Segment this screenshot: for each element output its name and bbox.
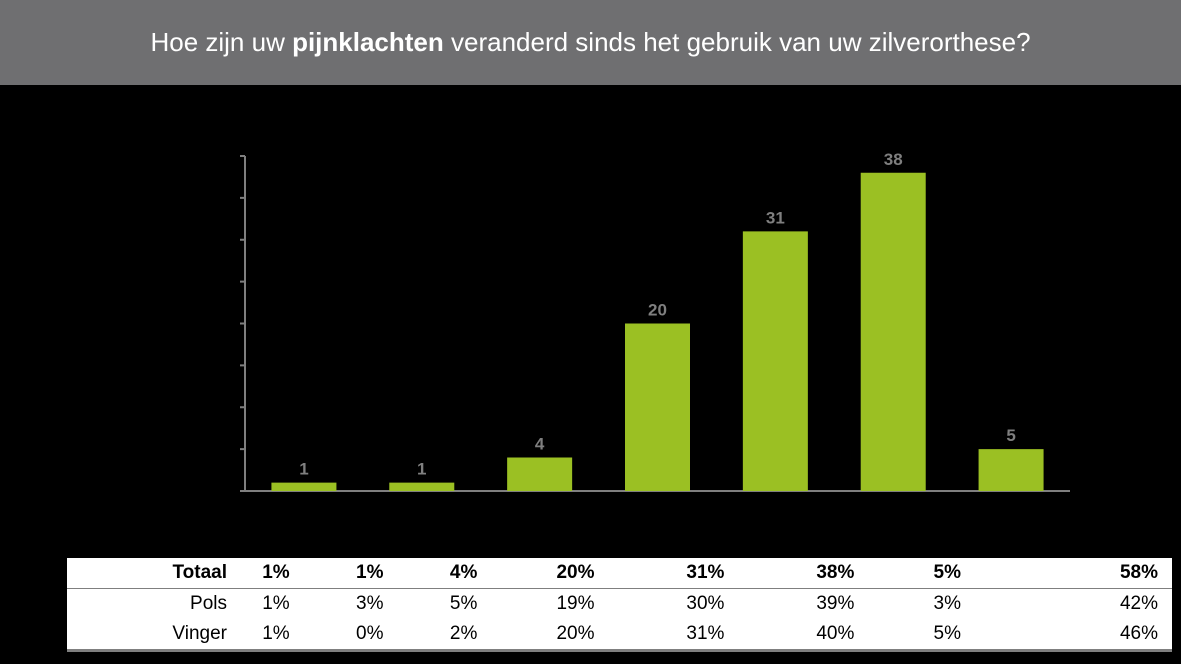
- table-cell: 4%: [416, 558, 511, 589]
- page-title: Hoe zijn uw pijnklachten veranderd sinds…: [150, 27, 1030, 58]
- table-cell: 1%: [322, 558, 417, 589]
- row-label: Totaal: [67, 558, 229, 589]
- table-cell: 39%: [816, 593, 855, 614]
- table-cell: 20%: [510, 619, 641, 652]
- table-cell: 5%: [449, 593, 478, 614]
- data-label: 20: [648, 301, 667, 320]
- table-cell: 0%: [322, 619, 417, 652]
- table-cell: 38%: [770, 558, 901, 589]
- table-cell: 1%: [262, 593, 290, 614]
- data-label: 4: [535, 435, 545, 454]
- table-cell: 19%: [556, 593, 595, 614]
- table-cell: 42%: [1119, 593, 1158, 614]
- title-part-after: veranderd sinds het gebruik van uw zilve…: [443, 27, 1031, 57]
- data-label: 1: [417, 460, 426, 479]
- table-cell: 40%: [770, 619, 901, 652]
- row-label: Pols: [190, 593, 227, 614]
- table-cell: 5%: [900, 619, 995, 652]
- bar: [625, 323, 690, 491]
- table-row: Vinger 1% 0% 2% 20% 31% 40% 5% 46%: [67, 619, 1172, 652]
- table-cell: 30%: [686, 593, 725, 614]
- table-cell: 3%: [933, 593, 961, 614]
- bar: [507, 457, 573, 491]
- title-part-bold: pijnklachten: [292, 27, 444, 57]
- data-label: 1: [299, 460, 308, 479]
- row-label: Vinger: [67, 619, 229, 652]
- table-cell: 1%: [229, 558, 323, 589]
- table-cell: 2%: [416, 619, 511, 652]
- bar: [389, 482, 455, 491]
- title-part-before: Hoe zijn uw: [150, 27, 293, 57]
- data-label: 31: [766, 208, 785, 227]
- table-row: Pols 1% 3% 5% 19% 30% 39% 3% 42%: [67, 589, 1172, 620]
- data-label: 38: [884, 150, 903, 169]
- bar: [978, 449, 1044, 491]
- data-label: 5: [1006, 426, 1015, 445]
- bar: [860, 172, 926, 491]
- table-cell: 20%: [510, 558, 641, 589]
- table-cell: 3%: [356, 593, 384, 614]
- bar: [271, 482, 337, 491]
- table-cell: 5%: [900, 558, 995, 589]
- table-row: Totaal 1% 1% 4% 20% 31% 38% 5% 58%: [67, 558, 1172, 589]
- bar: [742, 231, 808, 491]
- title-bar: Hoe zijn uw pijnklachten veranderd sinds…: [0, 0, 1181, 85]
- table-cell: 1%: [229, 619, 323, 652]
- table-cell: 31%: [640, 619, 771, 652]
- table-cell: 58%: [994, 558, 1172, 589]
- table-cell: 46%: [994, 619, 1172, 652]
- table-cell: 31%: [640, 558, 771, 589]
- percentage-table: Totaal 1% 1% 4% 20% 31% 38% 5% 58% Pols 1% 3% 5% 19% 3…: [67, 558, 1172, 652]
- table-body: Totaal 1% 1% 4% 20% 31% 38% 5% 58% Pols 1% 3% 5% 19% 3…: [67, 558, 1172, 652]
